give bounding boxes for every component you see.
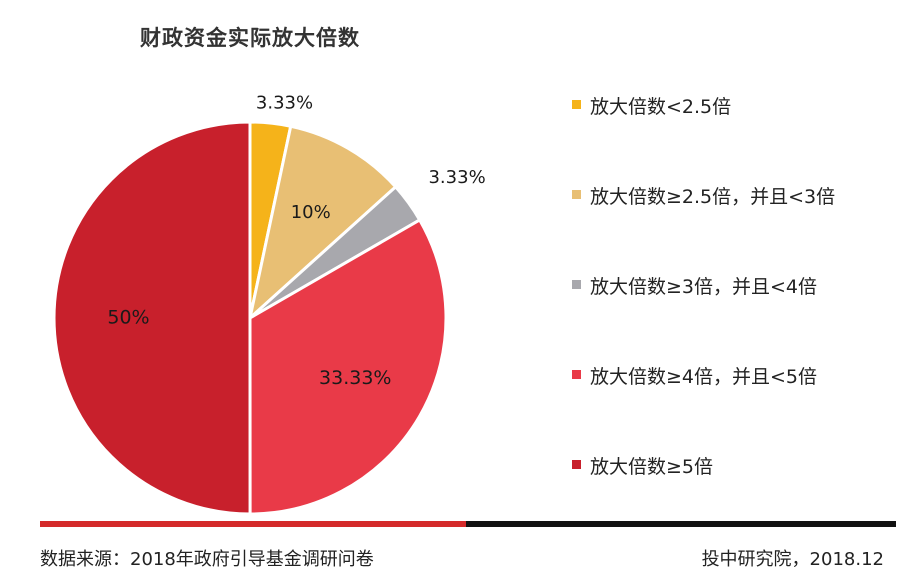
slice-data-label: 33.33% bbox=[319, 367, 391, 389]
legend-item: 放大倍数<2.5倍 bbox=[572, 92, 835, 182]
slice-data-label: 10% bbox=[291, 202, 331, 223]
footer-divider-red bbox=[40, 521, 466, 527]
legend-swatch bbox=[572, 370, 581, 379]
slice-data-label: 3.33% bbox=[428, 167, 485, 188]
legend-swatch bbox=[572, 460, 581, 469]
legend-item: 放大倍数≥5倍 bbox=[572, 452, 835, 542]
legend-label: 放大倍数≥3倍，并且<4倍 bbox=[590, 276, 818, 298]
footer-divider-black bbox=[466, 521, 896, 527]
legend-swatch bbox=[572, 280, 581, 289]
slice-data-label: 3.33% bbox=[256, 93, 313, 114]
pie-slice bbox=[248, 218, 448, 516]
legend-item: 放大倍数≥2.5倍，并且<3倍 bbox=[572, 182, 835, 272]
chart-title: 财政资金实际放大倍数 bbox=[140, 26, 360, 50]
legend-swatch bbox=[572, 100, 581, 109]
legend-item: 放大倍数≥3倍，并且<4倍 bbox=[572, 272, 835, 362]
legend-label: 放大倍数≥4倍，并且<5倍 bbox=[590, 366, 818, 388]
legend-item: 放大倍数≥4倍，并且<5倍 bbox=[572, 362, 835, 452]
source-note: 数据来源：2018年政府引导基金调研问卷 bbox=[40, 549, 374, 570]
legend-swatch bbox=[572, 190, 581, 199]
legend-label: 放大倍数≥5倍 bbox=[590, 456, 714, 478]
legend: 放大倍数<2.5倍 放大倍数≥2.5倍，并且<3倍 放大倍数≥3倍，并且<4倍 … bbox=[572, 92, 835, 542]
legend-label: 放大倍数<2.5倍 bbox=[590, 96, 732, 118]
credit-note: 投中研究院，2018.12 bbox=[701, 549, 884, 570]
slice-data-label: 50% bbox=[107, 307, 149, 329]
legend-label: 放大倍数≥2.5倍，并且<3倍 bbox=[590, 186, 836, 208]
pie-slice bbox=[248, 124, 398, 320]
pie-slice bbox=[52, 120, 252, 516]
